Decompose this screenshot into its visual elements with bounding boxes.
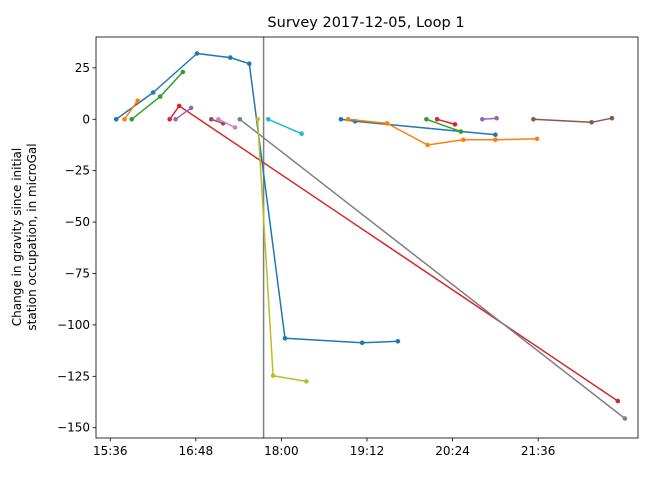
data-point [609, 115, 615, 121]
data-point [425, 142, 430, 148]
series-line-8 [239, 118, 626, 420]
y-axis-label-line-2: station occupation, in microGal [25, 143, 39, 330]
y-tick-label: −125 [57, 369, 90, 383]
data-point [157, 94, 163, 99]
data-point [424, 117, 429, 122]
data-point [135, 98, 140, 103]
x-tick-label: 16:48 [179, 444, 214, 458]
series-line-7 [218, 118, 236, 129]
data-point [228, 55, 233, 60]
data-point [194, 51, 200, 56]
data-point [209, 117, 214, 122]
x-tick-label: 21:36 [521, 444, 556, 458]
series-line-5 [175, 107, 192, 120]
data-point [461, 137, 466, 143]
y-tick-label: −100 [57, 318, 90, 332]
y-tick-label: 0 [82, 112, 90, 126]
data-point [122, 117, 127, 122]
data-point [615, 398, 621, 404]
data-point [304, 379, 309, 384]
data-point [299, 131, 304, 136]
data-point [167, 117, 172, 122]
x-tick-label: 15:36 [93, 444, 128, 458]
data-point [531, 117, 536, 122]
data-point [494, 115, 499, 121]
x-tick-label: 18:00 [264, 444, 299, 458]
data-point [216, 117, 221, 122]
series-line-14 [436, 118, 456, 126]
data-point [359, 340, 365, 346]
series-line-13 [426, 118, 462, 133]
data-point [384, 121, 390, 126]
data-point [266, 117, 271, 122]
data-point [452, 122, 458, 127]
data-point [282, 336, 288, 341]
y-tick-label: −50 [65, 215, 90, 229]
chart-title: Survey 2017-12-05, Loop 1 [267, 15, 464, 31]
data-point [150, 90, 156, 95]
y-tick-label: −25 [65, 164, 90, 178]
data-point [345, 117, 351, 122]
data-point [237, 117, 243, 122]
series-line-10 [268, 118, 302, 135]
data-point [493, 137, 498, 143]
axes-frame [95, 36, 639, 439]
data-point [255, 117, 260, 122]
data-point [434, 117, 440, 122]
data-point [480, 117, 485, 122]
y-axis-label-line-1: Change in gravity since initial [10, 148, 24, 326]
x-tick-label: 20:24 [435, 444, 470, 458]
data-point [493, 132, 498, 137]
data-point [338, 117, 344, 122]
data-point [113, 117, 119, 122]
data-point [188, 105, 194, 111]
data-point [395, 339, 401, 344]
data-point [458, 129, 464, 134]
series-line-2 [123, 100, 139, 120]
data-point [173, 117, 178, 122]
data-point [622, 416, 628, 421]
data-point [176, 103, 182, 109]
data-point [270, 373, 276, 379]
data-point [534, 136, 540, 142]
y-tick-label: 25 [75, 61, 90, 75]
data-point [232, 125, 238, 130]
data-point [180, 69, 186, 75]
y-tick-label: −150 [57, 421, 90, 435]
series-line-12 [347, 118, 538, 146]
data-point [247, 61, 252, 66]
series-line-1 [115, 52, 398, 344]
data-point [589, 120, 594, 125]
y-tick-label: −75 [65, 266, 90, 280]
series-line-15 [482, 117, 497, 121]
x-tick-label: 19:12 [350, 444, 385, 458]
data-point [129, 117, 134, 122]
